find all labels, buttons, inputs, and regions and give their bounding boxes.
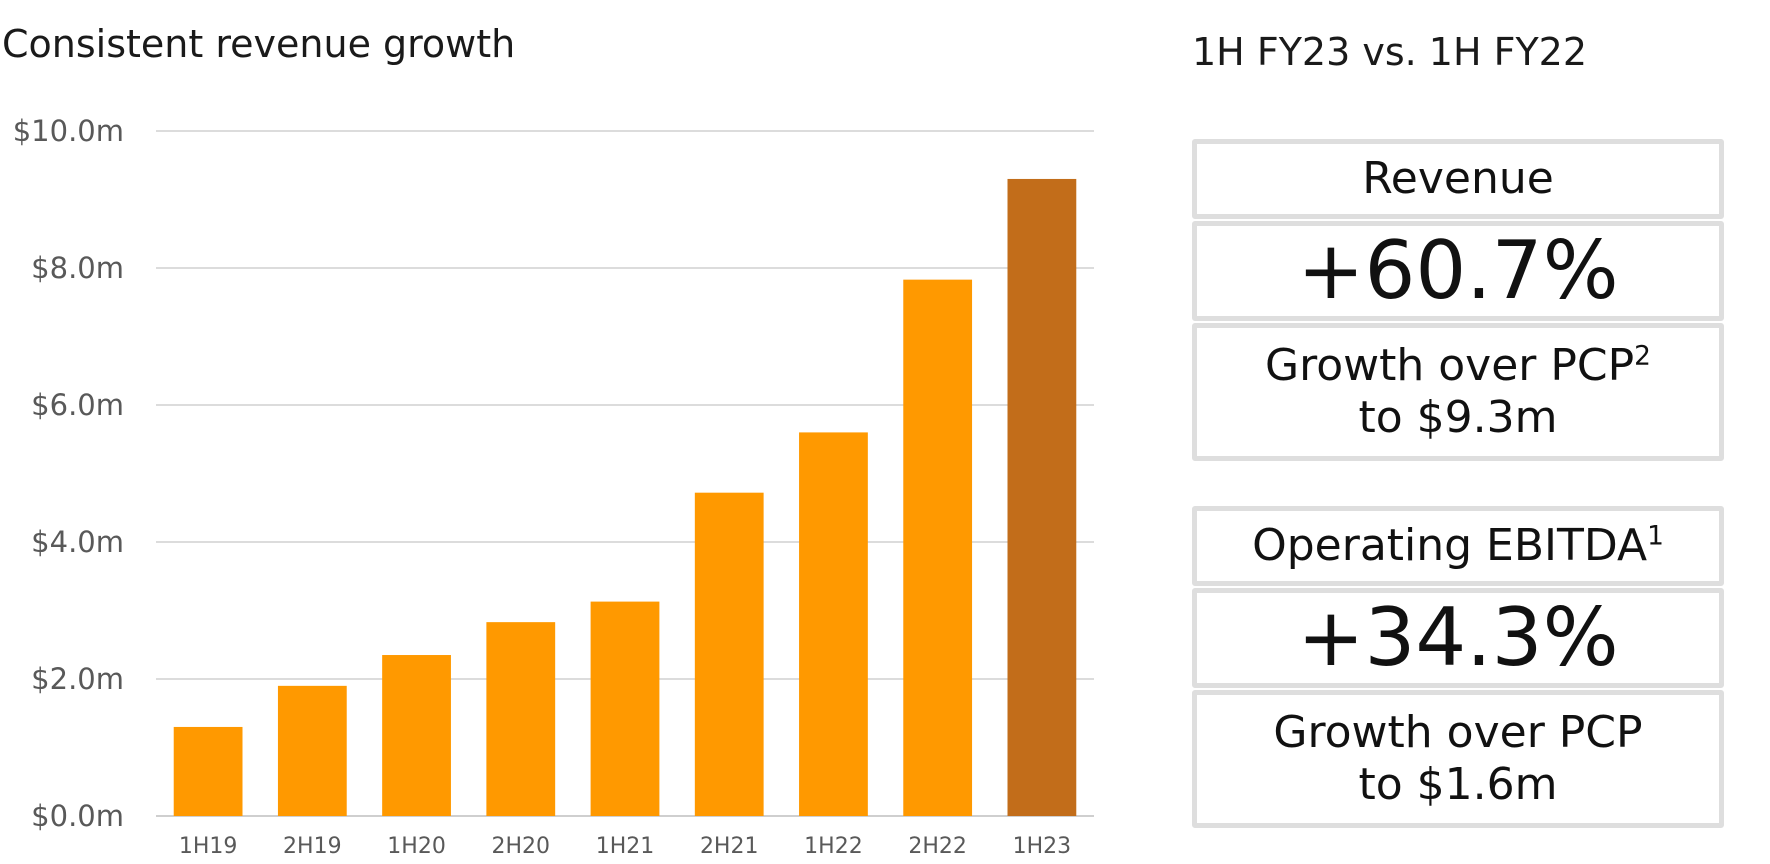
footnote-marker: 1 bbox=[1647, 520, 1664, 552]
y-axis-ticks: $0.0m $2.0m $4.0m $6.0m $8.0m $10.0m bbox=[13, 114, 124, 833]
y-tick-label: $10.0m bbox=[13, 114, 124, 148]
kpi-revenue-label: Revenue bbox=[1192, 139, 1724, 219]
y-tick-label: $4.0m bbox=[31, 525, 124, 559]
x-tick-label: 1H19 bbox=[179, 834, 238, 859]
bar-1H23 bbox=[1007, 178, 1077, 816]
y-tick-label: $2.0m bbox=[31, 662, 124, 696]
footnote-marker: 2 bbox=[1634, 340, 1651, 372]
kpi-ebitda-desc: Growth over PCP to $1.6m bbox=[1192, 690, 1724, 828]
x-tick-label: 1H23 bbox=[1013, 834, 1072, 859]
bar-2H22 bbox=[903, 279, 973, 816]
x-tick-label: 2H19 bbox=[283, 834, 342, 859]
x-axis-ticks: 1H19 2H19 1H20 2H20 1H21 2H21 1H22 2H22 1H23 bbox=[179, 834, 1071, 859]
bar-2H19 bbox=[277, 685, 347, 816]
bar-2H21 bbox=[694, 492, 764, 816]
kpi-ebitda-value: +34.3% bbox=[1192, 588, 1724, 688]
x-tick-label: 1H22 bbox=[804, 834, 863, 859]
revenue-bar-chart: $0.0m $2.0m $4.0m $6.0m $8.0m $10.0m 1H19 2H19… bbox=[13, 114, 1094, 859]
x-tick-label: 1H21 bbox=[596, 834, 655, 859]
kpi-ebitda-label: Operating EBITDA1 bbox=[1192, 506, 1724, 586]
chart-title: Consistent revenue growth bbox=[2, 22, 516, 66]
bar-1H22 bbox=[799, 432, 868, 816]
y-tick-label: $6.0m bbox=[31, 388, 124, 422]
kpi-ebitda: Operating EBITDA1 +34.3% Growth over PCP… bbox=[1192, 506, 1724, 830]
kpi-revenue-desc: Growth over PCP2 to $9.3m bbox=[1192, 323, 1724, 461]
bar-2H20 bbox=[486, 622, 556, 816]
y-tick-label: $0.0m bbox=[31, 799, 124, 833]
kpi-revenue: Revenue +60.7% Growth over PCP2 to $9.3m bbox=[1192, 139, 1724, 463]
y-tick-label: $8.0m bbox=[31, 251, 124, 285]
panel-title: 1H FY23 vs. 1H FY22 bbox=[1192, 30, 1588, 74]
x-tick-label: 2H21 bbox=[700, 834, 759, 859]
x-tick-label: 1H20 bbox=[387, 834, 446, 859]
x-tick-label: 2H20 bbox=[492, 834, 551, 859]
kpi-revenue-value: +60.7% bbox=[1192, 221, 1724, 321]
bar-1H20 bbox=[382, 655, 451, 816]
x-tick-label: 2H22 bbox=[908, 834, 967, 859]
bar-1H19 bbox=[173, 726, 243, 816]
bars bbox=[173, 178, 1077, 816]
bar-1H21 bbox=[590, 601, 660, 816]
